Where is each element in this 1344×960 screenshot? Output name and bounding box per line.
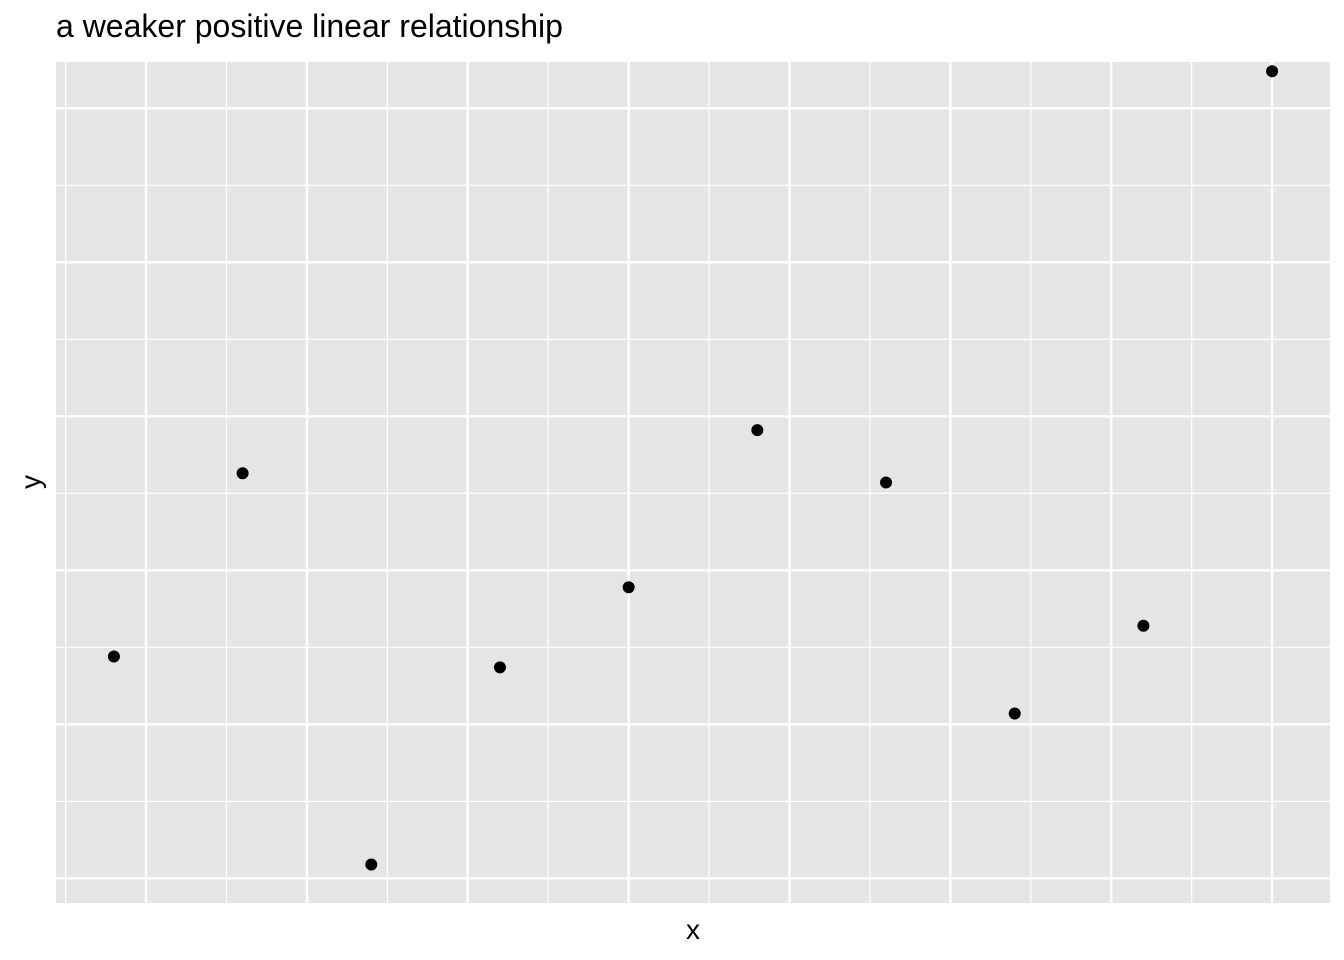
grid-major bbox=[56, 62, 1330, 903]
data-point bbox=[107, 650, 120, 663]
chart-title: a weaker positive linear relationship bbox=[56, 8, 563, 44]
data-point bbox=[1137, 619, 1150, 632]
y-axis-title: y bbox=[15, 475, 46, 489]
grid-minor bbox=[56, 62, 1330, 903]
data-points bbox=[107, 65, 1279, 871]
data-point bbox=[365, 858, 378, 871]
data-point bbox=[1266, 65, 1279, 78]
plot-panel bbox=[56, 62, 1330, 903]
data-point bbox=[1008, 707, 1021, 720]
data-point bbox=[622, 581, 635, 594]
x-axis-title: x bbox=[686, 914, 700, 945]
data-point bbox=[880, 476, 893, 489]
data-point bbox=[236, 467, 249, 480]
data-point bbox=[493, 661, 506, 674]
data-point bbox=[751, 424, 764, 437]
